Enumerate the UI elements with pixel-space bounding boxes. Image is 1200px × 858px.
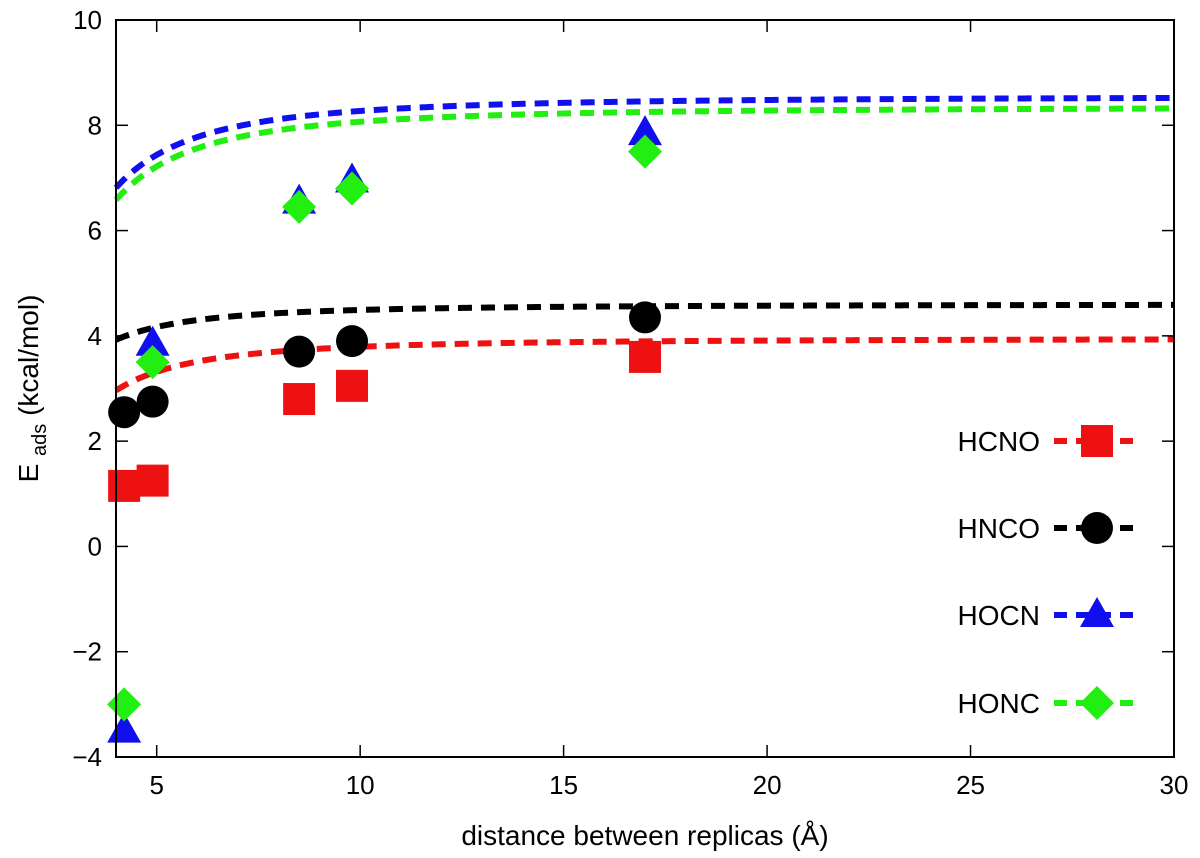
y-tick-label: 10 [73, 5, 102, 35]
data-point-hnco [629, 301, 661, 334]
x-tick-label: 25 [956, 770, 985, 800]
axes: 5 10 15 20 25 30 −4 −2 0 2 4 6 8 10 [72, 5, 1188, 800]
y-tick-label: 0 [88, 531, 102, 561]
data-point-honc [135, 345, 170, 380]
data-point-hnco [136, 385, 169, 418]
x-tick-label: 30 [1160, 770, 1189, 800]
legend-label-hnco: HNCO [958, 513, 1040, 544]
y-axis-title-subscript: ads [29, 424, 51, 456]
legend-label-honc: HONC [958, 688, 1040, 719]
legend-marker-hocn [1080, 597, 1114, 627]
data-point-hocn [135, 325, 170, 356]
y-tick-label: 2 [88, 426, 102, 456]
x-tick-label: 5 [149, 770, 163, 800]
fit-line-honc [113, 105, 1174, 202]
data-point-hnco [336, 325, 369, 358]
data-point-honc [282, 189, 317, 224]
y-tick-label: 6 [88, 216, 102, 246]
y-tick-label: 4 [88, 321, 102, 351]
y-axis-title: E ads (kcal/mol) [13, 295, 52, 483]
legend-marker-honc [1080, 686, 1114, 720]
data-point-hcno [336, 369, 369, 402]
legend: HCNO HNCO HOCN HONC [958, 425, 1140, 720]
x-tick-label: 15 [549, 770, 578, 800]
legend-label-hocn: HOCN [958, 600, 1040, 631]
data-point-honc [107, 687, 142, 722]
fit-line-hocn [113, 94, 1174, 190]
data-point-honc [335, 171, 370, 206]
data-point-hcno [629, 340, 661, 373]
legend-marker-hnco [1081, 512, 1113, 544]
data-point-hocn [628, 115, 662, 146]
y-axis-title-main: E [13, 464, 44, 483]
x-axis-title: distance between replicas (Å) [461, 820, 828, 851]
plot-area [107, 94, 1175, 743]
legend-label-hcno: HCNO [958, 426, 1040, 457]
y-tick-label: 8 [88, 110, 102, 140]
plot-frame [115, 19, 1175, 758]
data-point-hcno [136, 464, 169, 497]
data-point-honc [628, 134, 662, 169]
data-point-hcno [108, 469, 141, 502]
x-tick-label: 10 [346, 770, 375, 800]
data-point-hcno [283, 383, 316, 416]
y-axis-title-unit: (kcal/mol) [13, 295, 44, 416]
data-point-hnco [283, 335, 316, 368]
y-tick-label: −4 [72, 742, 102, 772]
y-tick-label: −2 [72, 637, 102, 667]
legend-marker-hcno [1081, 425, 1113, 457]
data-point-hnco [108, 396, 141, 429]
x-tick-label: 20 [753, 770, 782, 800]
